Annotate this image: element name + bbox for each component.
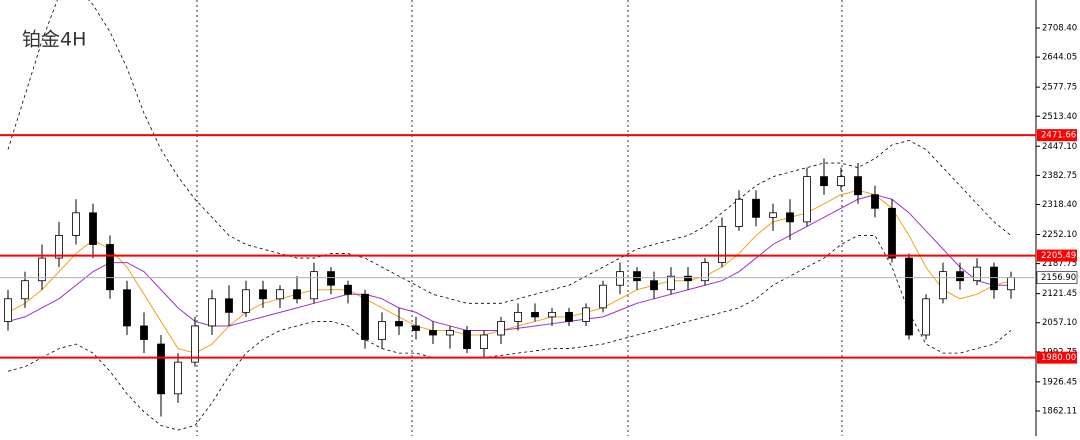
candle-body	[922, 298, 930, 336]
candle-body	[514, 311, 522, 322]
candle-body	[463, 330, 471, 349]
candle-body	[956, 271, 964, 282]
candle-body	[667, 275, 675, 291]
candle-body	[89, 212, 97, 245]
indicator-line	[7, 235, 1012, 431]
candle-body	[769, 212, 777, 218]
y-tick-label: 2577.75	[1042, 83, 1077, 93]
candle-body	[259, 289, 267, 300]
y-tick-label: 2252.10	[1042, 230, 1077, 240]
level-tag	[1037, 129, 1077, 142]
y-tick-label: 2318.40	[1042, 200, 1077, 210]
candle-body	[888, 207, 896, 259]
indicator-line	[7, 0, 1012, 304]
candle-body	[820, 176, 828, 187]
candle-body	[701, 262, 709, 282]
candle-body	[480, 334, 488, 349]
y-tick-label: 2447.10	[1042, 142, 1077, 152]
candle-body	[208, 298, 216, 327]
candle-body	[225, 298, 233, 313]
period-separators	[196, 0, 843, 436]
candle-body	[4, 298, 12, 322]
candle-body	[718, 225, 726, 263]
candle-body	[854, 176, 862, 196]
candle-body	[429, 330, 437, 336]
candle-body	[531, 311, 539, 318]
candle-body	[310, 271, 318, 300]
y-tick-label: 2057.10	[1042, 318, 1077, 328]
candle-body	[1007, 277, 1015, 291]
level-label: 2205.49	[1041, 251, 1076, 261]
candle-body	[786, 212, 794, 223]
candle-body	[803, 176, 811, 223]
level-tag	[1037, 351, 1077, 364]
candle-body	[293, 289, 301, 300]
candle-body	[990, 266, 998, 291]
candle-body	[497, 321, 505, 336]
candle-body	[973, 266, 981, 282]
level-label: 2471.66	[1041, 131, 1076, 141]
candle-body	[837, 176, 845, 187]
candle-body	[140, 325, 148, 340]
candle-body	[395, 321, 403, 327]
candle-body	[939, 271, 947, 300]
candle-body	[548, 311, 556, 318]
y-tick-label: 2382.75	[1042, 171, 1077, 181]
candle-body	[174, 361, 182, 395]
candle-body	[55, 235, 63, 259]
candle-body	[684, 275, 692, 282]
candle-body	[565, 311, 573, 322]
indicator-line	[7, 189, 1012, 354]
candle-body	[650, 280, 658, 291]
candle-body	[157, 343, 165, 395]
candle-body	[871, 194, 879, 209]
indicator-line	[7, 194, 1011, 331]
candle-body	[905, 257, 913, 336]
candle-body	[446, 330, 454, 336]
candle-body	[378, 321, 386, 340]
candle-body	[344, 284, 352, 295]
candle-body	[327, 271, 335, 286]
level-tag	[1037, 249, 1077, 262]
current-price-label: 2156.90	[1041, 273, 1076, 283]
candle-body	[582, 307, 590, 322]
axis-labels: 2708.40 2644.05 2577.75 2513.40 2447.10 2382.…	[1036, 24, 1078, 416]
candle-body	[752, 198, 760, 218]
candle-body	[191, 325, 199, 363]
candle-body	[633, 271, 641, 282]
candle-body	[616, 271, 624, 286]
candle-body	[106, 244, 114, 291]
y-tick-label: 2708.40	[1042, 24, 1077, 34]
candle-body	[735, 198, 743, 227]
candle-body	[361, 293, 369, 340]
y-tick-label: 2513.40	[1042, 112, 1077, 122]
y-tick-label: 1862.11	[1042, 406, 1077, 416]
candle-body	[242, 289, 250, 313]
candle-body	[21, 280, 29, 300]
candle-body	[599, 284, 607, 309]
y-tick-label: 2121.45	[1042, 289, 1077, 299]
candle-body	[38, 257, 46, 282]
candle-body	[72, 212, 80, 236]
y-tick-label: 1926.45	[1042, 377, 1077, 387]
candle-body	[276, 289, 284, 300]
candle-body	[123, 289, 131, 327]
chart-title: 铂金4H	[22, 29, 86, 51]
level-label: 1980.00	[1041, 353, 1076, 363]
candle-body	[412, 325, 420, 331]
y-tick-label: 2644.05	[1042, 53, 1077, 63]
y-tick-label: 2187.75	[1042, 259, 1077, 269]
current-price-tag	[1036, 271, 1078, 284]
plot-area	[0, 0, 1036, 431]
